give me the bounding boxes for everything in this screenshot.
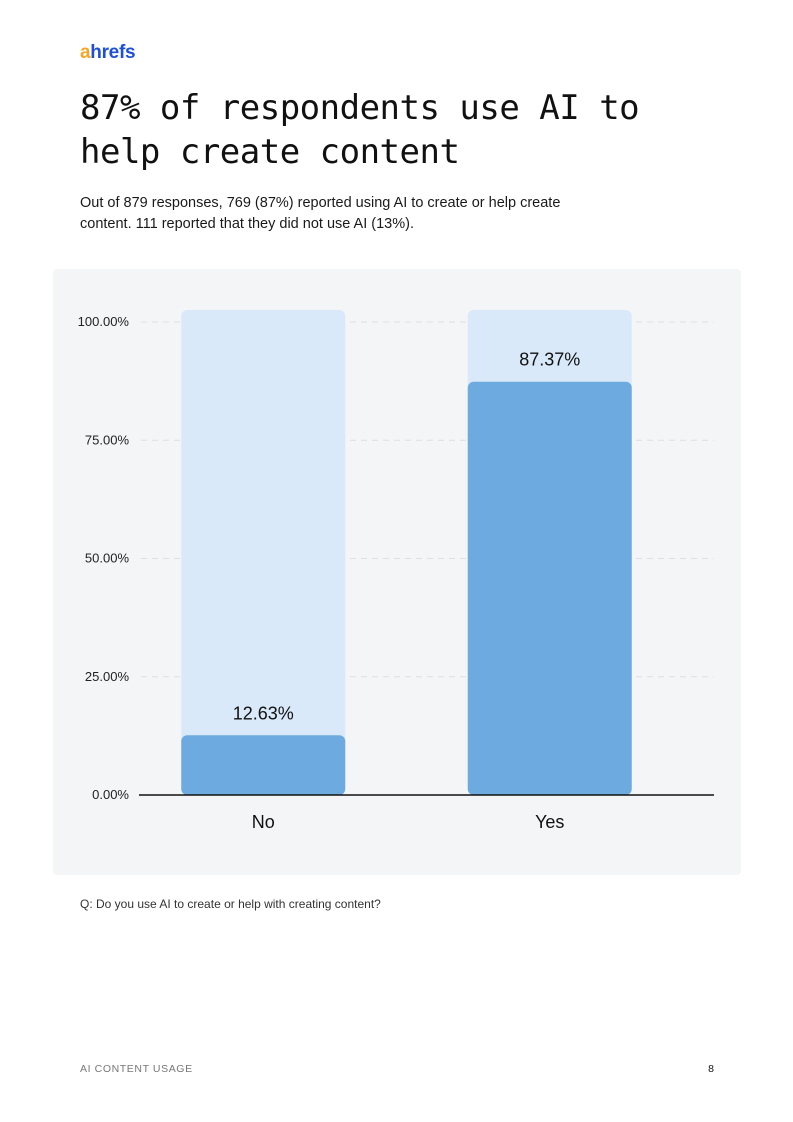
survey-question: Q: Do you use AI to create or help with … [80,897,381,911]
y-tick-label: 50.00% [85,551,130,566]
bar-value-label: 12.63% [233,703,294,723]
page-number: 8 [708,1063,714,1075]
y-tick-label: 75.00% [85,432,130,447]
y-tick-label: 100.00% [78,314,130,329]
bar-value-label: 87.37% [519,350,580,370]
y-tick-label: 25.00% [85,669,130,684]
y-tick-label: 0.00% [92,787,129,802]
bar-track [181,310,346,795]
x-tick-label: No [252,812,275,832]
page-title: 87% of respondents use AI to help create… [80,88,640,172]
chart-panel: 0.00% 25.00% 50.00% 75.00% 100.00% 12.63% No 87… [53,269,741,875]
bar-chart: 0.00% 25.00% 50.00% 75.00% 100.00% 12.63% No 87… [78,310,714,832]
bar [181,735,346,795]
ahrefs-logo: ahrefs [80,42,136,64]
footer-section-label: AI CONTENT USAGE [80,1063,193,1075]
x-tick-label: Yes [535,812,564,832]
logo-wordmark: hrefs [90,42,136,63]
logo-accent-letter: a [80,42,91,63]
bar [467,381,632,795]
page-subtitle: Out of 879 responses, 769 (87%) reported… [80,195,561,232]
